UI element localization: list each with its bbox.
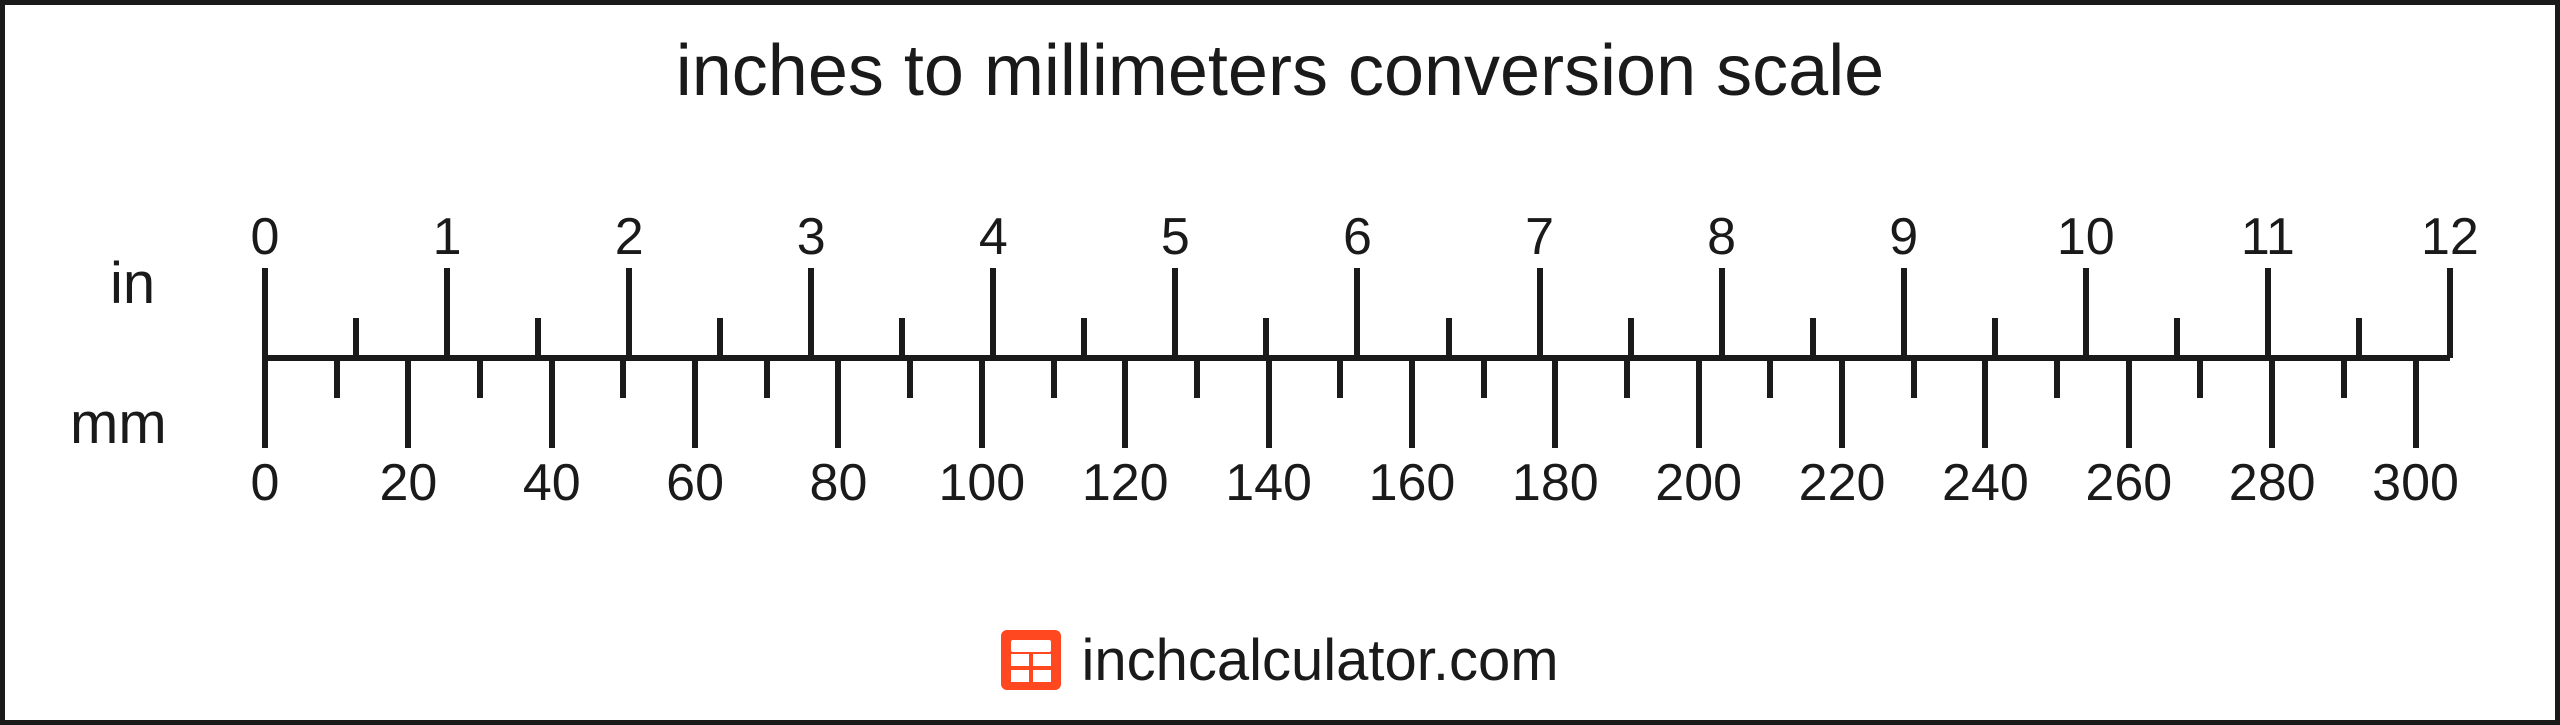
inch-tick-label: 8 — [1707, 207, 1736, 267]
mm-minor-tick — [620, 358, 626, 398]
inch-tick-label: 10 — [2057, 207, 2115, 267]
inch-major-tick — [2447, 268, 2453, 358]
mm-major-tick — [549, 358, 555, 448]
inch-major-tick — [1901, 268, 1907, 358]
inch-minor-tick — [1081, 318, 1087, 358]
ruler-area: in mm 0123456789101112020406080100120140… — [125, 155, 2435, 535]
mm-major-tick — [2269, 358, 2275, 448]
mm-minor-tick — [477, 358, 483, 398]
unit-label-inches: in — [110, 250, 155, 317]
inch-minor-tick — [1992, 318, 1998, 358]
inch-tick-label: 9 — [1889, 207, 1918, 267]
inch-major-tick — [626, 268, 632, 358]
mm-minor-tick — [1194, 358, 1200, 398]
mm-major-tick — [1839, 358, 1845, 448]
page-title: inches to millimeters conversion scale — [5, 30, 2555, 112]
inch-major-tick — [1719, 268, 1725, 358]
mm-minor-tick — [907, 358, 913, 398]
mm-minor-tick — [1481, 358, 1487, 398]
mm-minor-tick — [1911, 358, 1917, 398]
mm-tick-label: 240 — [1942, 453, 2029, 513]
unit-label-mm: mm — [70, 390, 167, 457]
inch-tick-label: 7 — [1525, 207, 1554, 267]
mm-tick-label: 260 — [2085, 453, 2172, 513]
mm-major-tick — [262, 358, 268, 448]
mm-major-tick — [835, 358, 841, 448]
mm-tick-label: 280 — [2229, 453, 2316, 513]
mm-major-tick — [979, 358, 985, 448]
inch-tick-label: 2 — [615, 207, 644, 267]
mm-major-tick — [1122, 358, 1128, 448]
inch-tick-label: 0 — [251, 207, 280, 267]
mm-tick-label: 180 — [1512, 453, 1599, 513]
inch-tick-label: 12 — [2421, 207, 2479, 267]
inch-minor-tick — [1446, 318, 1452, 358]
inch-major-tick — [1537, 268, 1543, 358]
mm-tick-label: 300 — [2372, 453, 2459, 513]
inch-major-tick — [808, 268, 814, 358]
mm-tick-label: 80 — [810, 453, 868, 513]
mm-minor-tick — [1051, 358, 1057, 398]
mm-minor-tick — [1337, 358, 1343, 398]
mm-minor-tick — [2054, 358, 2060, 398]
inch-major-tick — [444, 268, 450, 358]
inch-major-tick — [262, 268, 268, 358]
inch-tick-label: 6 — [1343, 207, 1372, 267]
mm-tick-label: 20 — [379, 453, 437, 513]
mm-minor-tick — [1767, 358, 1773, 398]
calculator-icon — [1001, 630, 1061, 690]
mm-major-tick — [2413, 358, 2419, 448]
mm-major-tick — [1982, 358, 1988, 448]
inch-minor-tick — [717, 318, 723, 358]
mm-tick-label: 140 — [1225, 453, 1312, 513]
inch-minor-tick — [1628, 318, 1634, 358]
mm-tick-label: 120 — [1082, 453, 1169, 513]
mm-minor-tick — [2197, 358, 2203, 398]
mm-tick-label: 160 — [1369, 453, 1456, 513]
mm-minor-tick — [1624, 358, 1630, 398]
inch-tick-label: 4 — [979, 207, 1008, 267]
inch-minor-tick — [1810, 318, 1816, 358]
mm-major-tick — [1552, 358, 1558, 448]
mm-tick-label: 100 — [938, 453, 1025, 513]
inch-minor-tick — [535, 318, 541, 358]
inch-major-tick — [2083, 268, 2089, 358]
inch-minor-tick — [353, 318, 359, 358]
footer-text: inchcalculator.com — [1081, 627, 1558, 694]
mm-major-tick — [1266, 358, 1272, 448]
mm-minor-tick — [334, 358, 340, 398]
inch-minor-tick — [899, 318, 905, 358]
mm-tick-label: 220 — [1799, 453, 1886, 513]
inch-minor-tick — [1263, 318, 1269, 358]
inch-tick-label: 5 — [1161, 207, 1190, 267]
mm-tick-label: 40 — [523, 453, 581, 513]
mm-tick-label: 60 — [666, 453, 724, 513]
mm-minor-tick — [2341, 358, 2347, 398]
mm-minor-tick — [764, 358, 770, 398]
mm-major-tick — [1409, 358, 1415, 448]
footer: inchcalculator.com — [5, 627, 2555, 696]
inch-tick-label: 11 — [2241, 207, 2295, 267]
mm-tick-label: 200 — [1655, 453, 1742, 513]
inch-tick-label: 3 — [797, 207, 826, 267]
mm-major-tick — [692, 358, 698, 448]
mm-major-tick — [1696, 358, 1702, 448]
inch-major-tick — [2265, 268, 2271, 358]
mm-major-tick — [2126, 358, 2132, 448]
conversion-scale-container: inches to millimeters conversion scale i… — [0, 0, 2560, 725]
inch-major-tick — [1172, 268, 1178, 358]
inch-tick-label: 1 — [433, 207, 462, 267]
inch-minor-tick — [2174, 318, 2180, 358]
inch-major-tick — [1354, 268, 1360, 358]
inch-minor-tick — [2356, 318, 2362, 358]
inch-major-tick — [990, 268, 996, 358]
mm-tick-label: 0 — [251, 453, 280, 513]
mm-major-tick — [405, 358, 411, 448]
